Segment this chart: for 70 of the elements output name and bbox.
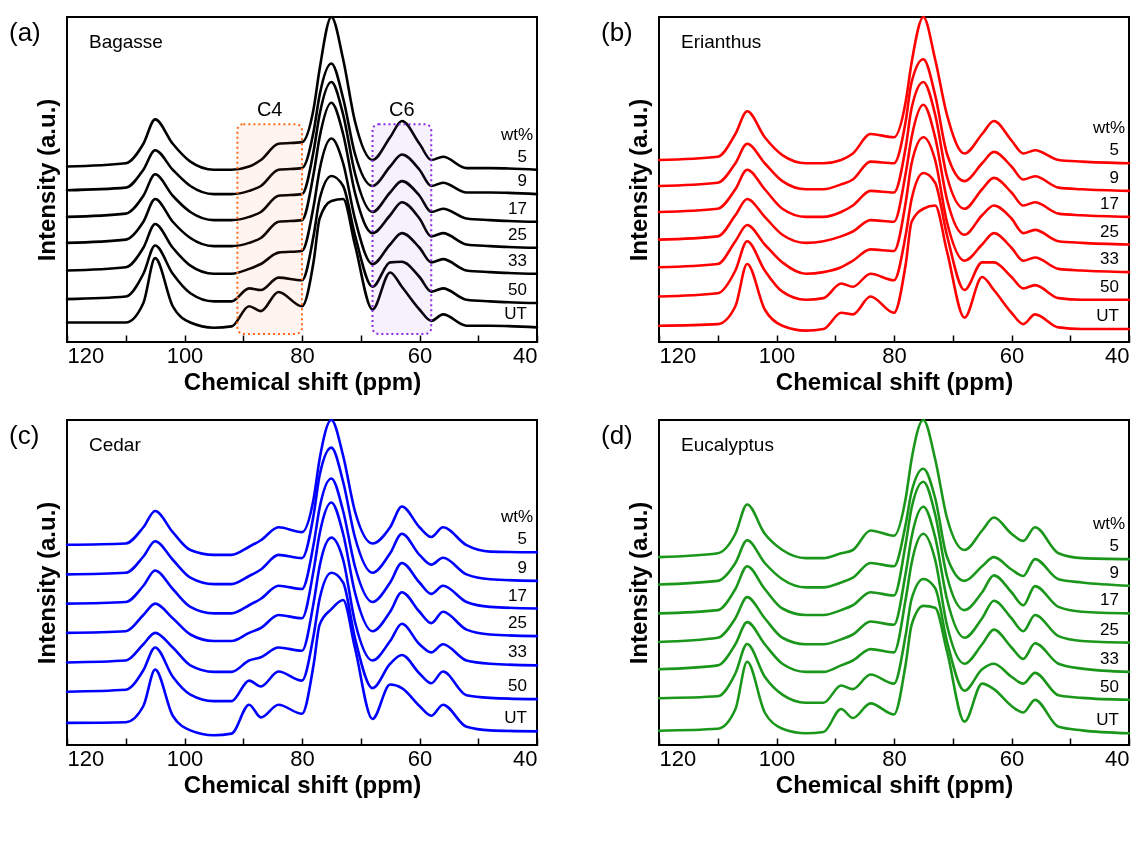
series-label: 5 [517, 146, 527, 166]
chart-title: (d) [601, 419, 633, 450]
band-label: C4 [256, 98, 283, 121]
series-label: 50 [1100, 276, 1119, 296]
x-axis-title: Chemical shift (ppm) [775, 367, 1014, 395]
x-tick-label: 80 [882, 342, 907, 368]
text: Cedar [89, 434, 142, 455]
series-label: 9 [1109, 167, 1119, 187]
x-tick-label: 80 [290, 745, 315, 771]
x-tick-label: 120 [659, 745, 697, 771]
chart-title: (c) [9, 419, 40, 450]
x-tick-label: 100 [758, 745, 796, 771]
series-label: 5 [517, 529, 527, 549]
series-label: 5 [1109, 536, 1119, 556]
x-tick-label: 40 [1105, 342, 1130, 368]
legend-title: wt% [1091, 118, 1125, 138]
x-tick-label: 80 [882, 745, 907, 771]
x-axis-title: Chemical shift (ppm) [183, 770, 422, 798]
x-tick-label: 40 [513, 342, 538, 368]
x-tick-label: 100 [758, 342, 796, 368]
x-tick-label: 40 [513, 745, 538, 771]
x-tick-label: 120 [67, 745, 105, 771]
chart-title: (b) [601, 16, 633, 47]
series-label: 33 [508, 250, 527, 270]
series-label: 25 [1100, 221, 1119, 241]
text: Eucalyptus [681, 434, 774, 455]
series-label: 9 [1109, 562, 1119, 582]
series-label: 9 [517, 171, 527, 191]
series-label: 17 [508, 198, 527, 218]
series-label: 25 [508, 613, 527, 633]
band-label: C6 [389, 98, 415, 121]
x-axis-title: Chemical shift (ppm) [775, 770, 1014, 798]
series-label: 33 [1100, 648, 1119, 668]
text: Erianthus [681, 31, 762, 52]
chart-title: (a) [9, 16, 41, 47]
y-axis-title: Intensity (a.u.) [32, 98, 60, 262]
legend-title: wt% [499, 507, 533, 527]
text: Bagasse [89, 31, 163, 52]
x-tick-label: 60 [407, 745, 433, 771]
series-label: 25 [508, 224, 527, 244]
series-label: UT [504, 708, 527, 728]
series-label: 17 [508, 585, 527, 605]
series-label: 50 [508, 676, 527, 696]
x-tick-label: 60 [407, 342, 433, 368]
y-axis-title: Intensity (a.u.) [624, 501, 652, 665]
y-axis-title: Intensity (a.u.) [624, 98, 652, 262]
series-label: UT [1096, 306, 1119, 325]
x-axis-title: Chemical shift (ppm) [183, 367, 422, 395]
x-tick-label: 100 [166, 745, 204, 771]
x-tick-label: 100 [166, 342, 204, 368]
series-label: 33 [1100, 249, 1119, 269]
legend-title: wt% [1091, 514, 1125, 534]
series-label: UT [504, 304, 527, 324]
y-axis-title: Intensity (a.u.) [32, 501, 60, 665]
series-label: 9 [517, 557, 527, 577]
x-tick-label: 120 [67, 342, 105, 368]
series-label: 17 [1100, 590, 1119, 610]
x-tick-label: 40 [1105, 745, 1130, 771]
x-tick-label: 80 [290, 342, 315, 368]
series-label: 5 [1109, 140, 1119, 160]
x-tick-label: 60 [999, 745, 1025, 771]
series-label: 50 [508, 280, 527, 299]
series-label: UT [1096, 710, 1119, 730]
legend-title: wt% [499, 124, 533, 144]
series-label: 25 [1100, 619, 1119, 639]
x-tick-label: 120 [659, 342, 697, 368]
x-tick-label: 60 [999, 342, 1025, 368]
series-label: 33 [508, 642, 527, 662]
series-label: 17 [1100, 193, 1119, 213]
series-label: 50 [1100, 676, 1119, 696]
